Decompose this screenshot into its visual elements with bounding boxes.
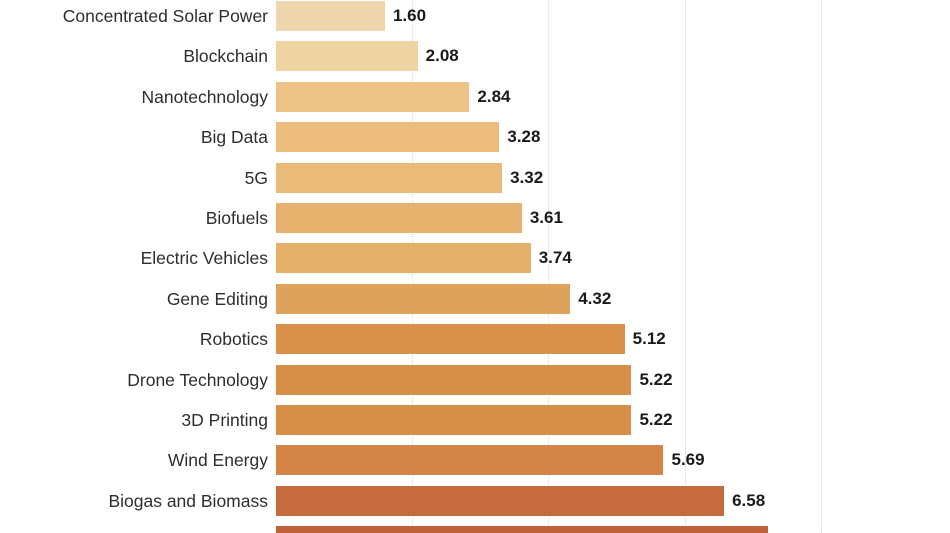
bar[interactable] bbox=[276, 324, 625, 355]
category-label: Robotics bbox=[199, 329, 268, 350]
bar-row: Electric Vehicles 3.74 bbox=[0, 243, 950, 274]
bar-row: Concentrated Solar Power 1.60 bbox=[0, 1, 950, 31]
bar-row: Blockchain 2.08 bbox=[0, 41, 950, 72]
category-label: Nanotechnology bbox=[141, 86, 268, 107]
bar[interactable] bbox=[276, 526, 768, 533]
category-label: Concentrated Solar Power bbox=[62, 6, 268, 26]
bar-row: Nanotechnology 2.84 bbox=[0, 81, 950, 112]
bar-row: Drone Technology 5.22 bbox=[0, 364, 950, 395]
category-label: 3D Printing bbox=[181, 410, 268, 430]
bar-row: Biogas and Biomass 6.58 bbox=[0, 485, 950, 516]
value-label: 2.08 bbox=[425, 46, 459, 66]
bar[interactable] bbox=[276, 162, 503, 193]
bar[interactable] bbox=[276, 485, 725, 516]
bar-row: 5G 3.32 bbox=[0, 162, 950, 193]
bar[interactable] bbox=[276, 405, 632, 435]
bar-row: Wind Energy 5.69 bbox=[0, 445, 950, 476]
bar-row: Gene Editing 4.32 bbox=[0, 283, 950, 314]
bar-row: 3D Printing 5.22 bbox=[0, 405, 950, 435]
category-label: Green Hydrogen bbox=[139, 526, 268, 533]
value-label: 1.60 bbox=[392, 6, 427, 25]
value-label: 5.22 bbox=[639, 369, 673, 389]
value-label: 6.58 bbox=[732, 490, 766, 510]
bar[interactable] bbox=[276, 283, 571, 314]
value-label: 5.69 bbox=[671, 450, 705, 470]
category-label: Blockchain bbox=[183, 46, 268, 67]
category-label: 5G bbox=[244, 167, 268, 188]
bar[interactable] bbox=[276, 41, 418, 72]
bar[interactable] bbox=[276, 364, 632, 395]
value-label: 5.22 bbox=[639, 410, 673, 429]
bar[interactable] bbox=[276, 1, 385, 31]
value-label: 3.32 bbox=[510, 167, 544, 187]
bar[interactable] bbox=[276, 81, 470, 112]
bar-row: Robotics 5.12 bbox=[0, 324, 950, 355]
bar[interactable] bbox=[276, 203, 522, 233]
category-label: Electric Vehicles bbox=[140, 248, 268, 269]
category-label: Gene Editing bbox=[166, 288, 268, 309]
bar[interactable] bbox=[276, 445, 664, 476]
value-label: 2.84 bbox=[477, 86, 511, 106]
category-label: Biofuels bbox=[205, 208, 268, 228]
category-label: Drone Technology bbox=[127, 369, 268, 390]
value-label: 3.74 bbox=[538, 248, 572, 268]
value-label: 7.22 bbox=[776, 526, 809, 533]
category-label: Wind Energy bbox=[167, 450, 268, 471]
value-label: 3.61 bbox=[529, 208, 563, 227]
bar[interactable] bbox=[276, 122, 500, 153]
category-label: Big Data bbox=[200, 127, 268, 148]
bar-row: Big Data 3.28 bbox=[0, 122, 950, 153]
bar-row: Green Hydrogen 7.22 bbox=[0, 526, 950, 533]
bar-row: Biofuels 3.61 bbox=[0, 203, 950, 233]
value-label: 5.12 bbox=[632, 329, 666, 349]
category-label: Biogas and Biomass bbox=[108, 490, 268, 511]
value-label: 4.32 bbox=[578, 288, 612, 308]
bar[interactable] bbox=[276, 243, 531, 274]
value-label: 3.28 bbox=[507, 127, 541, 147]
